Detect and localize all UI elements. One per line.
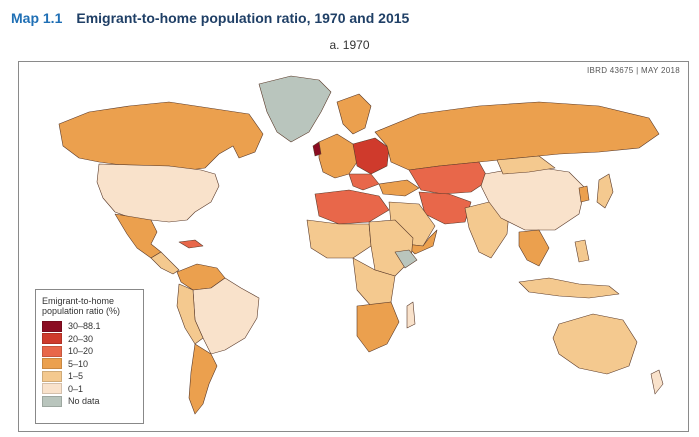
west-africa: [306, 219, 372, 259]
united-states: [96, 163, 220, 223]
legend-label: 30–88.1: [68, 321, 101, 332]
indochina: [518, 229, 550, 267]
map-title: Emigrant-to-home population ratio, 1970 …: [76, 10, 410, 26]
legend-label: 0–1: [68, 383, 84, 394]
greenland: [258, 75, 332, 143]
legend-swatch: [42, 320, 62, 332]
mongolia: [496, 155, 556, 175]
ireland-uk: [312, 141, 322, 157]
central-america: [150, 251, 180, 275]
legend-swatch: [42, 345, 62, 357]
canada: [58, 101, 264, 171]
peru-bolivia: [176, 283, 204, 345]
philippines: [574, 239, 590, 263]
map-credit: IBRD 43675 | MAY 2018: [586, 66, 680, 75]
world-map: [58, 75, 664, 415]
legend-item: No data: [42, 395, 143, 408]
indonesia: [518, 277, 620, 299]
legend-swatch: [42, 333, 62, 345]
legend-swatch: [42, 370, 62, 382]
legend-title: Emigrant-to-home population ratio (%): [42, 296, 121, 316]
madagascar: [406, 301, 416, 329]
legend-item: 0–1: [42, 383, 143, 396]
legend-swatch: [42, 358, 62, 370]
legend-item: 1–5: [42, 370, 143, 383]
legend-label: 10–20: [68, 346, 94, 357]
caribbean: [178, 239, 204, 249]
legend-item: 5–10: [42, 358, 143, 371]
legend-label: No data: [68, 396, 100, 407]
balkans: [348, 173, 380, 191]
scandinavia: [336, 93, 372, 135]
new-zealand: [650, 369, 664, 395]
korea: [578, 185, 590, 203]
legend-swatch: [42, 383, 62, 395]
legend-label: 1–5: [68, 371, 84, 382]
legend-item: 20–30: [42, 333, 143, 346]
horn-of-africa: [394, 249, 418, 269]
australia: [552, 313, 638, 375]
legend-swatch: [42, 395, 62, 407]
argentina-chile: [188, 343, 218, 415]
map-legend: Emigrant-to-home population ratio (%) 30…: [35, 289, 144, 424]
china: [480, 165, 586, 231]
legend-item: 10–20: [42, 345, 143, 358]
legend-item: 30–88.1: [42, 320, 143, 333]
map-number: Map 1.1: [11, 10, 63, 26]
kazakhstan-region: [408, 161, 490, 195]
turkey: [378, 179, 420, 197]
map-heading: Map 1.1 Emigrant-to-home population rati…: [11, 10, 409, 30]
legend-items: 30–88.1 20–30 10–20 5–10 1–5 0–1: [42, 320, 143, 408]
panel-label: a. 1970: [329, 38, 370, 52]
map-frame: IBRD 43675 | MAY 2018 Emigrant-to-home p…: [18, 61, 689, 432]
southern-africa: [356, 301, 400, 353]
japan: [596, 173, 614, 209]
legend-label: 20–30: [68, 333, 94, 344]
eastern-europe: [352, 137, 390, 175]
russia: [374, 101, 660, 171]
western-europe: [318, 133, 358, 179]
yemen-oman: [404, 229, 438, 255]
brazil: [192, 277, 260, 355]
legend-label: 5–10: [68, 358, 89, 369]
north-africa: [314, 189, 390, 225]
